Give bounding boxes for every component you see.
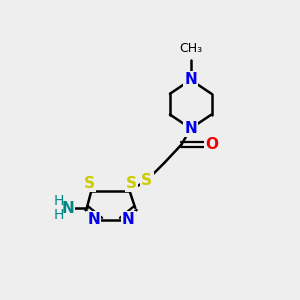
Text: S: S <box>141 173 152 188</box>
Text: CH₃: CH₃ <box>179 42 202 55</box>
Text: O: O <box>205 137 218 152</box>
Text: N: N <box>184 72 197 87</box>
Text: H: H <box>53 194 64 208</box>
Text: S: S <box>126 176 137 190</box>
Text: H: H <box>53 208 64 222</box>
Text: N: N <box>61 201 74 216</box>
Text: S: S <box>84 176 94 190</box>
Text: N: N <box>184 121 197 136</box>
Text: N: N <box>87 212 100 227</box>
Text: N: N <box>122 212 135 227</box>
